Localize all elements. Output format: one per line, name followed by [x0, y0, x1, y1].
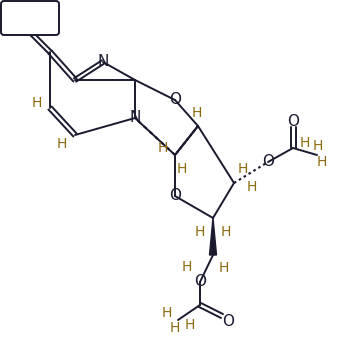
Text: H: H	[32, 96, 42, 110]
Text: O: O	[169, 189, 181, 204]
Text: H: H	[300, 136, 310, 150]
Text: H: H	[182, 260, 192, 274]
Text: H: H	[158, 141, 168, 155]
FancyBboxPatch shape	[1, 1, 59, 35]
Text: O: O	[287, 114, 299, 129]
Polygon shape	[210, 218, 216, 255]
Text: O: O	[194, 275, 206, 290]
Text: H: H	[185, 318, 195, 332]
Text: H: H	[219, 261, 229, 275]
Text: N: N	[129, 110, 141, 125]
Text: N: N	[97, 55, 109, 70]
Text: Abs: Abs	[16, 11, 44, 26]
Text: H: H	[162, 306, 172, 320]
Text: H: H	[313, 139, 323, 153]
Text: H: H	[238, 162, 248, 176]
Text: O: O	[169, 92, 181, 107]
Text: O: O	[222, 313, 234, 328]
Text: H: H	[317, 155, 327, 169]
Text: H: H	[192, 106, 202, 120]
Text: O: O	[262, 153, 274, 168]
Text: H: H	[57, 137, 67, 151]
Text: H: H	[170, 321, 180, 335]
Text: H: H	[221, 225, 231, 239]
Text: H: H	[247, 180, 257, 194]
Text: H: H	[195, 225, 205, 239]
Text: H: H	[177, 162, 187, 176]
